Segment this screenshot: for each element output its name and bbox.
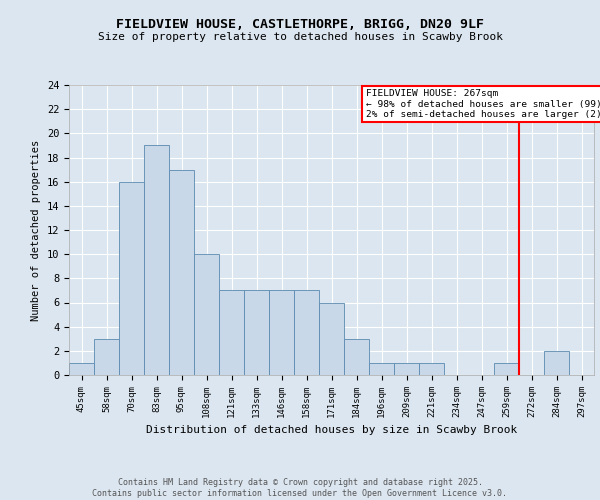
- Text: Contains HM Land Registry data © Crown copyright and database right 2025.
Contai: Contains HM Land Registry data © Crown c…: [92, 478, 508, 498]
- Bar: [544, 351, 569, 375]
- Bar: [344, 339, 369, 375]
- Bar: [369, 363, 394, 375]
- Bar: [194, 254, 219, 375]
- Bar: [219, 290, 244, 375]
- Bar: [119, 182, 144, 375]
- Bar: [269, 290, 294, 375]
- Bar: [94, 339, 119, 375]
- Bar: [69, 363, 94, 375]
- X-axis label: Distribution of detached houses by size in Scawby Brook: Distribution of detached houses by size …: [146, 426, 517, 436]
- Bar: [244, 290, 269, 375]
- Bar: [494, 363, 519, 375]
- Text: FIELDVIEW HOUSE, CASTLETHORPE, BRIGG, DN20 9LF: FIELDVIEW HOUSE, CASTLETHORPE, BRIGG, DN…: [116, 18, 484, 30]
- Bar: [294, 290, 319, 375]
- Bar: [169, 170, 194, 375]
- Bar: [319, 302, 344, 375]
- Bar: [419, 363, 444, 375]
- Bar: [144, 146, 169, 375]
- Bar: [394, 363, 419, 375]
- Y-axis label: Number of detached properties: Number of detached properties: [31, 140, 41, 320]
- Text: FIELDVIEW HOUSE: 267sqm
← 98% of detached houses are smaller (99)
2% of semi-det: FIELDVIEW HOUSE: 267sqm ← 98% of detache…: [365, 90, 600, 119]
- Text: Size of property relative to detached houses in Scawby Brook: Size of property relative to detached ho…: [97, 32, 503, 42]
